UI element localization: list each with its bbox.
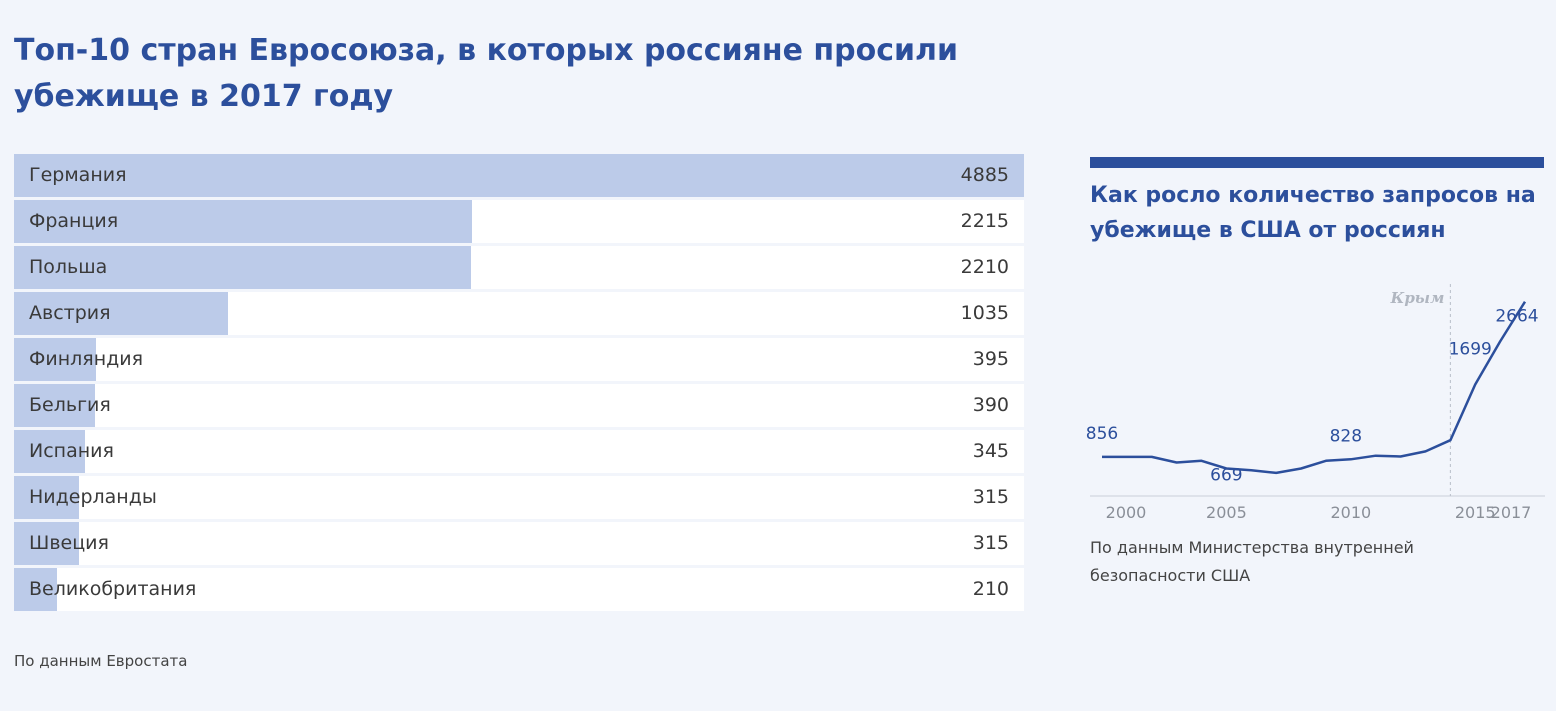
accent-rule bbox=[1090, 157, 1544, 168]
bar-row: Нидерланды 315 bbox=[14, 476, 1024, 519]
bar-label: Великобритания bbox=[29, 578, 197, 600]
bar-row: Бельгия 390 bbox=[14, 384, 1024, 427]
bar bbox=[14, 246, 471, 289]
bar-value: 395 bbox=[972, 348, 1009, 370]
bar-value: 4885 bbox=[960, 164, 1009, 186]
bar-row: Великобритания 210 bbox=[14, 568, 1024, 611]
bar-row: Германия 4885 bbox=[14, 154, 1024, 197]
bar-row: Швеция 315 bbox=[14, 522, 1024, 565]
bar-label: Финляндия bbox=[29, 348, 144, 370]
bar-chart: Германия 4885 Франция 2215 Польша 2210 Австрия… bbox=[14, 154, 1024, 614]
bar bbox=[14, 292, 228, 335]
bar-value: 390 bbox=[972, 394, 1009, 416]
bar-value: 2210 bbox=[960, 256, 1009, 278]
bar-value: 345 bbox=[972, 440, 1009, 462]
bar-row: Австрия 1035 bbox=[14, 292, 1024, 335]
bar bbox=[14, 568, 58, 611]
bar bbox=[14, 200, 472, 243]
bar-label: Франция bbox=[29, 210, 119, 232]
side-source-note: По данным Министерства внутренней безопа… bbox=[1090, 538, 1414, 585]
data-label: 828 bbox=[1330, 426, 1362, 446]
bar-value: 2215 bbox=[960, 210, 1009, 232]
bar bbox=[14, 476, 80, 519]
bar bbox=[14, 338, 96, 381]
bar-value: 315 bbox=[972, 532, 1009, 554]
bar bbox=[14, 384, 95, 427]
bar-row: Франция 2215 bbox=[14, 200, 1024, 243]
bar-row: Польша 2210 bbox=[14, 246, 1024, 289]
x-tick-label: 2005 bbox=[1206, 503, 1247, 522]
bar-label: Испания bbox=[29, 440, 114, 462]
data-label: 1699 bbox=[1449, 340, 1492, 360]
data-label: 856 bbox=[1086, 424, 1118, 444]
bar bbox=[14, 154, 1024, 197]
source-note: По данным Евростата bbox=[14, 652, 188, 670]
bar-label: Нидерланды bbox=[29, 486, 157, 508]
bar-value: 210 bbox=[972, 578, 1009, 600]
bar-label: Австрия bbox=[29, 302, 111, 324]
x-tick-label: 2015 bbox=[1455, 503, 1496, 522]
bar-label: Швеция bbox=[29, 532, 109, 554]
side-chart-title: Как росло количество запросов на убежище… bbox=[1090, 183, 1536, 243]
annotation-label: Крым bbox=[1390, 289, 1445, 307]
bar-label: Германия bbox=[29, 164, 127, 186]
bar bbox=[14, 430, 86, 473]
x-tick-label: 2000 bbox=[1106, 503, 1147, 522]
bar-label: Бельгия bbox=[29, 394, 111, 416]
bar-value: 315 bbox=[972, 486, 1009, 508]
bar-row: Финляндия 395 bbox=[14, 338, 1024, 381]
data-label: 2664 bbox=[1495, 307, 1538, 327]
x-tick-label: 2010 bbox=[1330, 503, 1371, 522]
bar-row: Испания 345 bbox=[14, 430, 1024, 473]
x-tick-label: 2017 bbox=[1491, 503, 1532, 522]
data-label: 669 bbox=[1210, 466, 1242, 486]
bar-label: Польша bbox=[29, 256, 108, 278]
bar bbox=[14, 522, 80, 565]
series-line bbox=[1102, 301, 1527, 475]
bar-value: 1035 bbox=[960, 302, 1009, 324]
page-title: Топ-10 стран Евросоюза, в которых россия… bbox=[14, 33, 959, 114]
